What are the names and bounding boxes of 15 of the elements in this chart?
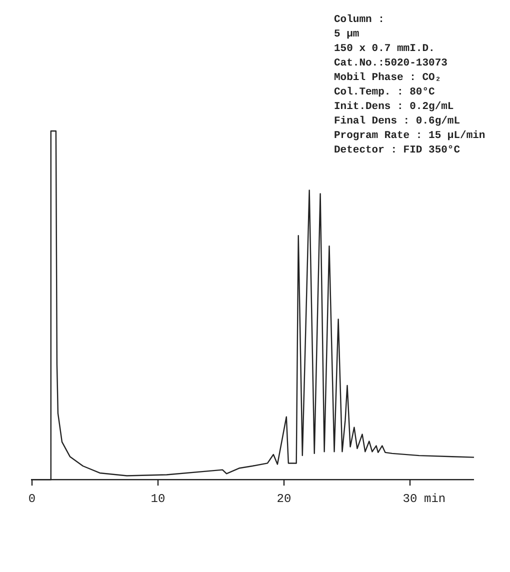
text: Col.Temp. : 80°C — [334, 86, 436, 98]
text: Column : — [334, 14, 384, 26]
text: Final Dens : 0.6g/mL — [334, 115, 460, 128]
x-tick-label: 30 — [402, 492, 418, 506]
text: Init.Dens : 0.2g/mL — [334, 100, 454, 113]
x-tick-label: 10 — [150, 492, 166, 506]
x-axis-title: min — [424, 492, 446, 506]
annotation: Program Rate : 15 μL/min — [334, 130, 486, 142]
x-tick-label: 20 — [276, 492, 292, 506]
text: Cat.No.:5020-13073 — [334, 57, 448, 70]
x-tick-label: 0 — [28, 492, 36, 506]
text: 5 μm — [334, 28, 360, 40]
text: 150 x 0.7 mmI.D. — [334, 42, 435, 55]
annotation: Detector : FID 350°C — [334, 144, 461, 156]
text: Mobil Phase : CO₂ — [334, 72, 442, 84]
